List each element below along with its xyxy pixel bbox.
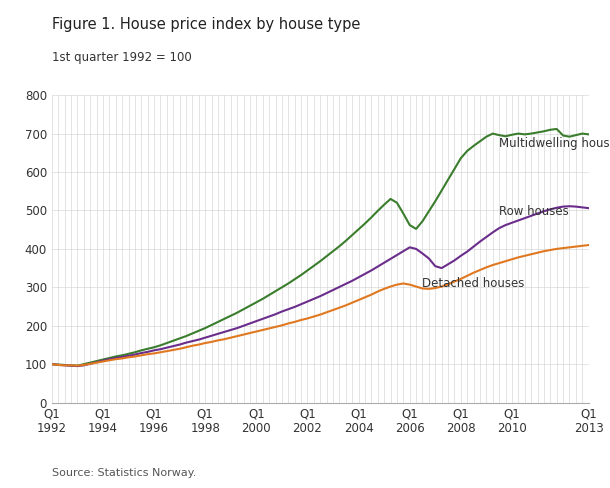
Text: Source: Statistics Norway.: Source: Statistics Norway.: [52, 468, 196, 478]
Text: 1st quarter 1992 = 100: 1st quarter 1992 = 100: [52, 51, 192, 64]
Text: Detached houses: Detached houses: [423, 277, 525, 289]
Text: Row houses: Row houses: [499, 205, 569, 218]
Text: Figure 1. House price index by house type: Figure 1. House price index by house typ…: [52, 17, 361, 32]
Text: Multidwelling houses: Multidwelling houses: [499, 137, 610, 150]
